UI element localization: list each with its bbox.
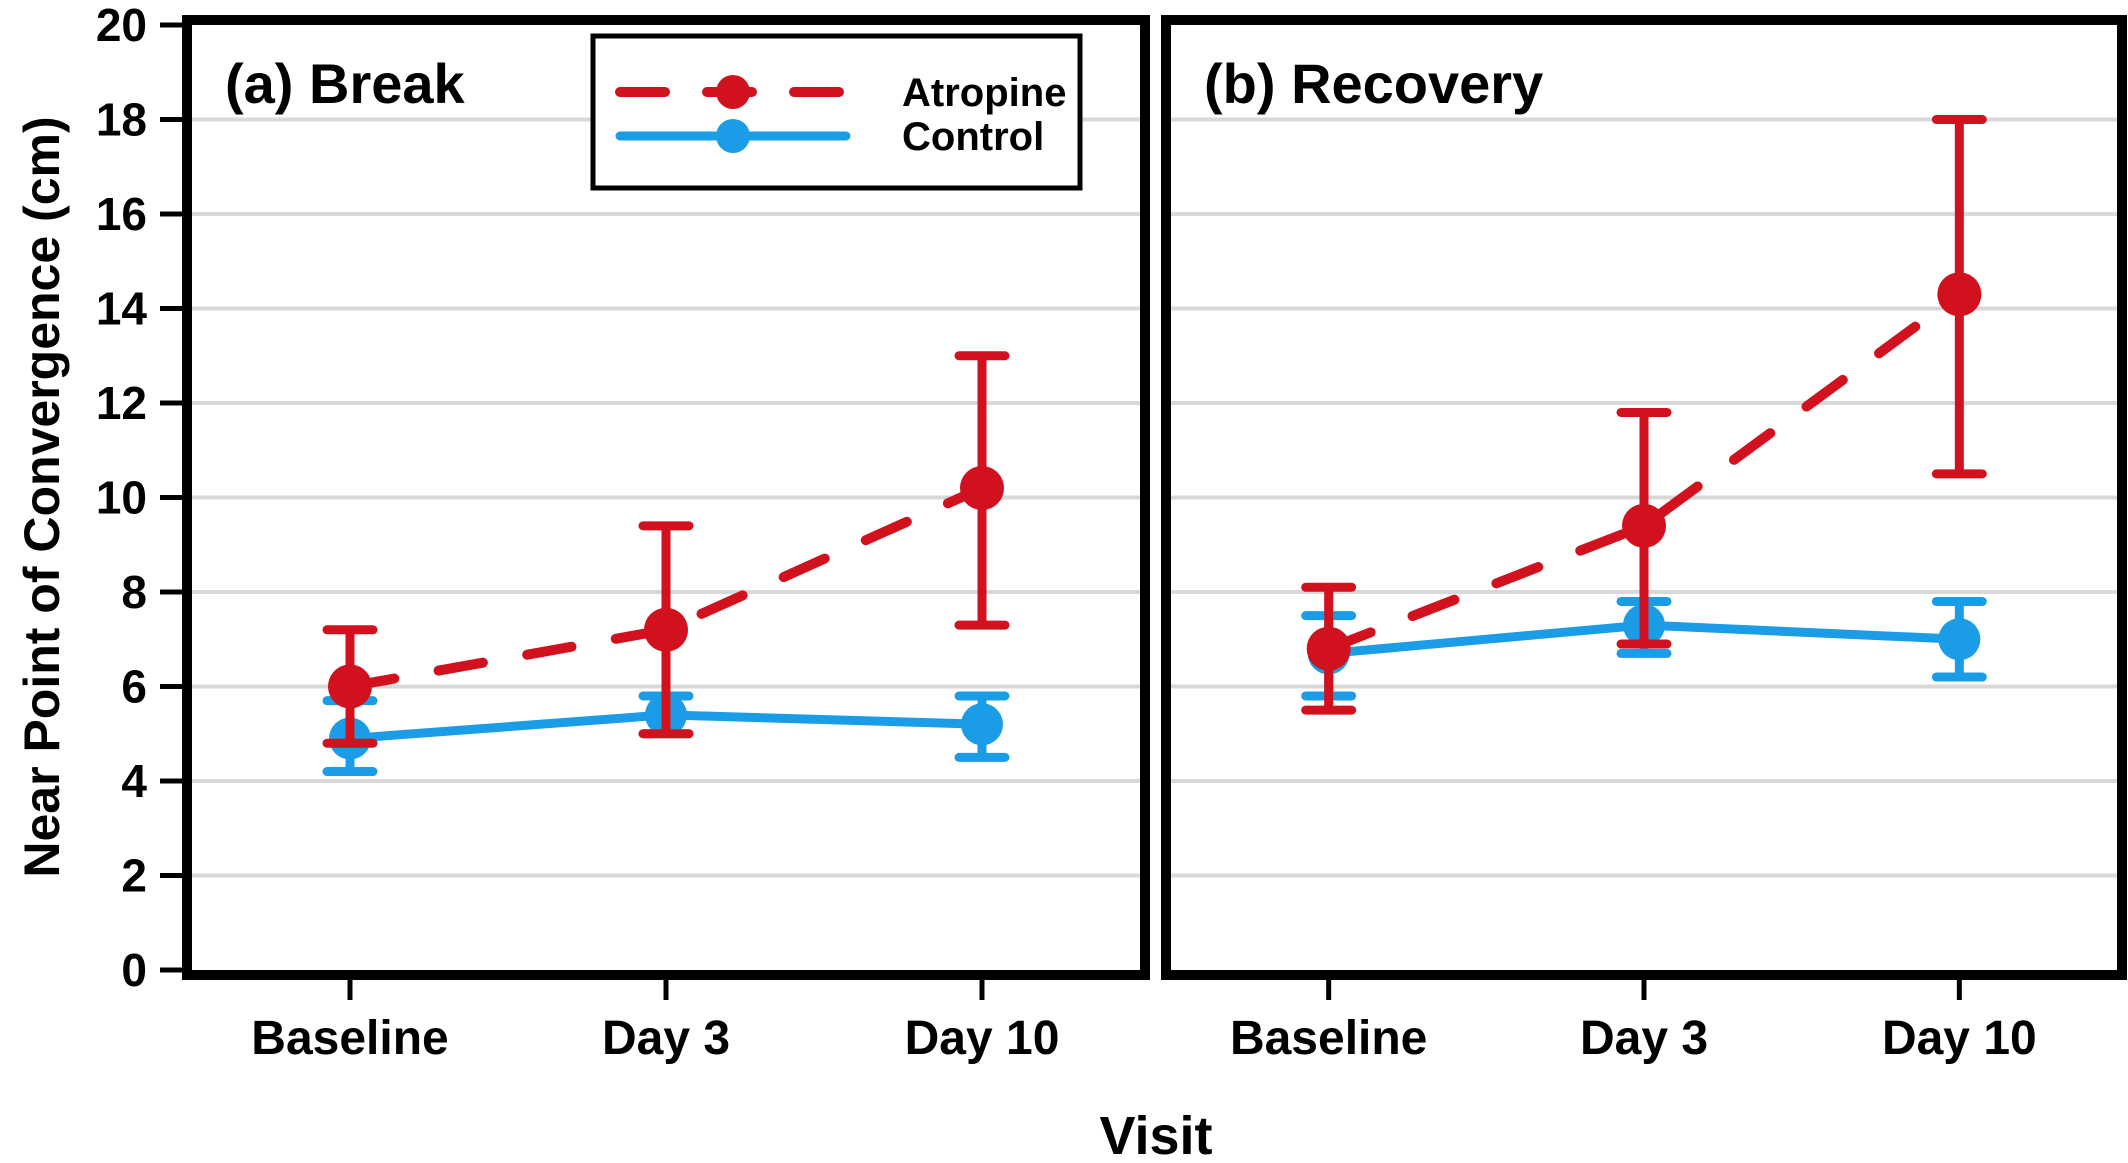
- y-tick-label: 6: [121, 661, 147, 713]
- x-tick-label: Day 10: [1882, 1012, 2037, 1065]
- x-axis-label: Visit: [1099, 1106, 1213, 1163]
- panel-title: (a) Break: [225, 52, 466, 115]
- series-atropine: [322, 351, 1010, 748]
- data-point: [961, 703, 1003, 746]
- legend-label: Control: [902, 115, 1044, 159]
- panel-a: (a) Break 0 2 4 6 8 10 12 14 16 18 20 Baseline Day 3 D…: [96, 0, 1150, 1065]
- y-tick-label: 18: [96, 94, 147, 146]
- x-tick-label: Day 3: [1580, 1012, 1708, 1065]
- data-point: [1937, 272, 1982, 317]
- data-point: [328, 664, 372, 709]
- series-line: [345, 483, 987, 692]
- y-tick-label: 20: [96, 0, 147, 51]
- data-point: [1622, 503, 1666, 548]
- x-tick-label: Baseline: [1230, 1012, 1427, 1065]
- y-tick-label: 4: [121, 755, 147, 807]
- y-tick-label: 2: [121, 850, 147, 902]
- data-point: [960, 466, 1004, 511]
- y-tick-label: 10: [96, 472, 147, 524]
- panel-b: (b) Recovery Baseline Day 3 Day 10: [1161, 15, 2127, 1065]
- panel-frame: [182, 15, 1150, 980]
- x-tick-label: Baseline: [251, 1012, 448, 1065]
- y-tick-label: 8: [121, 566, 147, 618]
- legend-marker: [716, 119, 750, 153]
- y-tick-label: 14: [96, 283, 148, 335]
- series-line: [1323, 289, 1965, 654]
- y-tick-label: 16: [96, 188, 147, 240]
- panel-frame: [1161, 15, 2127, 980]
- legend-marker: [716, 75, 750, 109]
- x-tick-label: Day 10: [905, 1012, 1060, 1065]
- data-point: [1938, 618, 1981, 661]
- x-tick-label: Day 3: [602, 1012, 730, 1065]
- y-tick-label: 12: [96, 377, 147, 429]
- y-tick-label: 0: [121, 944, 147, 996]
- panel-title: (b) Recovery: [1204, 52, 1543, 115]
- legend-entry-control: Control: [615, 115, 1044, 159]
- series-atropine: [1301, 115, 1987, 715]
- data-point: [1306, 626, 1351, 671]
- y-axis-label: Near Point of Convergence (cm): [14, 116, 70, 878]
- data-point: [644, 607, 688, 652]
- legend-label: Atropine: [902, 71, 1066, 115]
- legend-box: [590, 33, 1083, 191]
- legend-entry-atropine: Atropine: [615, 71, 1066, 115]
